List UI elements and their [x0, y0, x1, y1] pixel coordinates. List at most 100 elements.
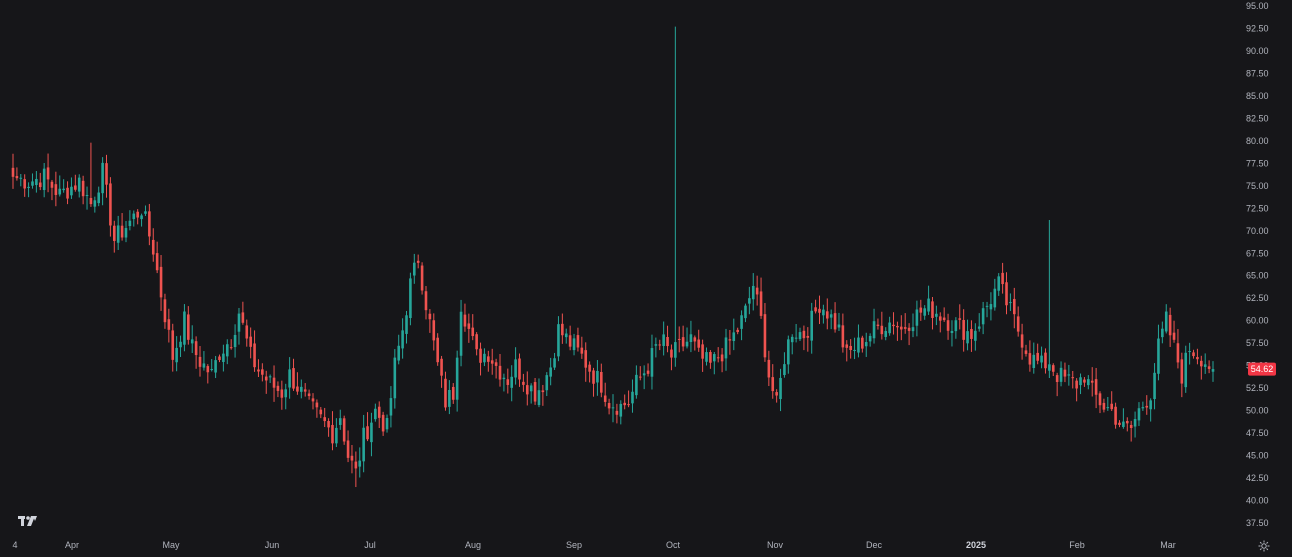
candle-body: [393, 357, 397, 399]
candle-body: [1145, 405, 1149, 408]
price-tick-label: 42.50: [1246, 473, 1269, 483]
candle-body: [541, 390, 545, 393]
candle-body: [981, 308, 985, 325]
candle-body: [779, 377, 782, 400]
candle-body: [292, 368, 295, 389]
candle-body: [845, 344, 849, 348]
candle-body: [167, 319, 171, 330]
candle-body: [412, 262, 416, 276]
candle-body: [366, 426, 369, 440]
candle-body: [720, 354, 724, 362]
candle-body: [1110, 403, 1114, 410]
candle-body: [732, 332, 736, 342]
candle-body: [140, 215, 143, 220]
candle-body: [619, 403, 623, 417]
gear-icon[interactable]: [1258, 539, 1270, 552]
candle-body: [1016, 316, 1020, 332]
candle-body: [1157, 338, 1160, 374]
candle-body: [596, 370, 599, 383]
candle-body: [810, 310, 814, 341]
time-tick-label: Jul: [364, 540, 376, 550]
candle-body: [794, 337, 798, 339]
candle-body: [1203, 364, 1207, 367]
candle-body: [444, 378, 447, 408]
candle-body: [954, 320, 958, 332]
candle-body: [194, 341, 198, 356]
candle-body: [849, 345, 852, 351]
candle-body: [1051, 365, 1055, 372]
candle-body: [701, 344, 704, 359]
candle-body: [155, 253, 159, 271]
candle-body: [502, 377, 506, 380]
price-tick-label: 45.00: [1246, 451, 1269, 461]
candle-body: [487, 356, 490, 362]
candle-body: [755, 287, 759, 295]
candle-body: [938, 316, 942, 321]
candle-body: [319, 409, 323, 415]
candle-body: [490, 360, 494, 364]
candle-body: [105, 163, 108, 185]
candle-body: [611, 407, 615, 409]
candle-body: [46, 167, 50, 180]
candle-body: [759, 291, 763, 316]
candle-body: [479, 348, 482, 363]
time-tick-label: 4: [12, 540, 17, 550]
price-axis[interactable]: 37.5040.0042.5045.0047.5050.0052.5055.00…: [1246, 1, 1269, 528]
candle-body: [985, 305, 989, 307]
candle-body: [483, 353, 486, 363]
candle-body: [576, 335, 580, 348]
candle-body: [397, 345, 401, 361]
candle-body: [740, 315, 743, 329]
candle-body: [136, 211, 139, 218]
candle-body: [148, 211, 151, 237]
candle-body: [249, 336, 252, 347]
candle-body: [15, 176, 19, 179]
candle-body: [553, 358, 556, 368]
time-axis[interactable]: 4 Apr May Jun Jul Aug Sep Oct Nov Dec 2025 Feb Mar: [12, 540, 1175, 550]
candle-body: [1102, 402, 1106, 410]
candle-body: [280, 389, 284, 398]
candle-body: [763, 314, 767, 358]
candle-body: [35, 178, 38, 186]
candle-body: [549, 367, 552, 377]
candle-body: [771, 377, 775, 392]
candle-body: [662, 334, 665, 346]
candle-body: [510, 376, 514, 388]
candle-body: [296, 386, 299, 392]
candle-body: [428, 313, 432, 320]
time-tick-label: Nov: [767, 540, 784, 550]
candle-body: [666, 336, 669, 347]
candle-body: [311, 398, 315, 402]
candle-body: [814, 307, 817, 312]
price-tick-label: 57.50: [1246, 338, 1269, 348]
time-tick-label: Aug: [465, 540, 481, 550]
candle-body: [1149, 400, 1152, 410]
candle-body: [525, 385, 529, 395]
candle-body: [440, 358, 443, 376]
candle-body: [537, 390, 541, 406]
candle-body: [276, 385, 280, 391]
candle-body: [377, 406, 381, 418]
time-tick-label: Jun: [265, 540, 280, 550]
candle-body: [829, 314, 833, 318]
price-tick-label: 77.50: [1246, 158, 1269, 168]
last-price-tag: 54.62: [1248, 362, 1276, 376]
candle-body: [405, 315, 408, 334]
candle-body: [358, 460, 362, 467]
candle-body: [853, 349, 856, 351]
candle-body: [409, 278, 412, 319]
candle-body: [635, 374, 638, 396]
candle-body: [631, 391, 634, 404]
candle-body: [872, 321, 876, 339]
candle-body: [218, 356, 221, 361]
candle-body: [522, 381, 525, 385]
tradingview-logo-icon[interactable]: [17, 513, 39, 529]
candle-body: [1098, 393, 1102, 406]
candle-body: [471, 327, 475, 337]
candle-body: [300, 386, 303, 392]
candle-body: [144, 211, 147, 214]
candle-body: [210, 369, 214, 371]
candle-body: [736, 329, 739, 333]
candle-body: [627, 404, 630, 406]
